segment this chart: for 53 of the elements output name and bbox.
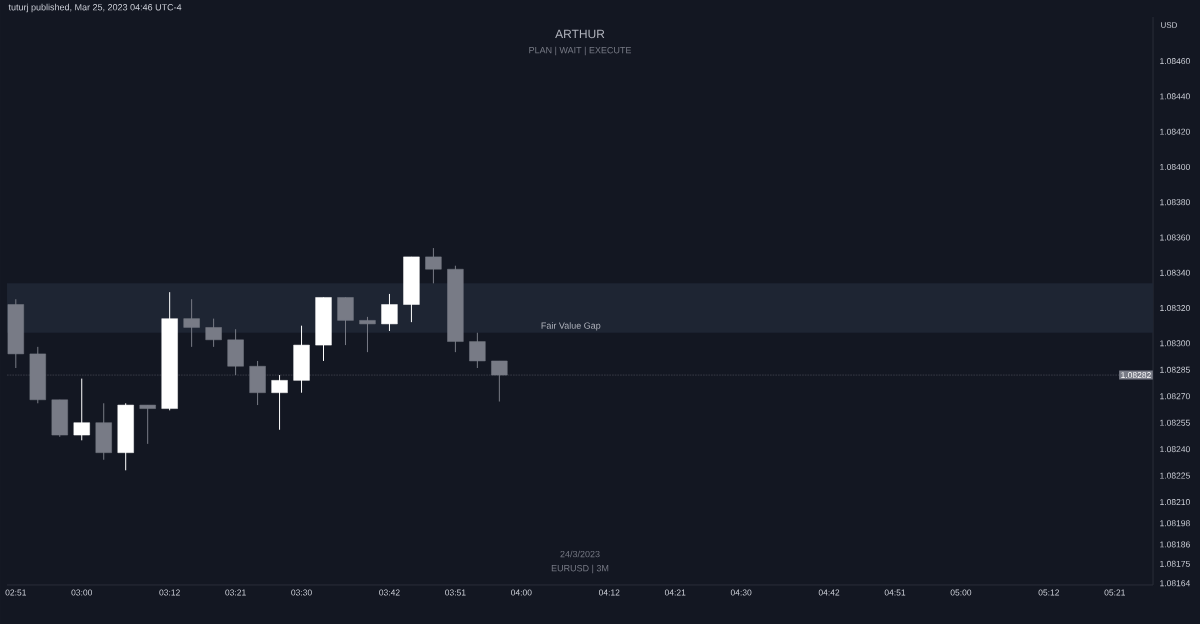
candlestick — [271, 374, 288, 431]
y-tick-label: 1.08320 — [1160, 305, 1190, 312]
y-tick-label: 1.08300 — [1160, 340, 1190, 347]
x-tick-label: 03:30 — [291, 589, 312, 596]
y-tick-label: 1.08186 — [1160, 541, 1190, 548]
y-tick-label: 1.08240 — [1160, 446, 1190, 453]
x-tick-label: 03:12 — [159, 589, 180, 596]
x-tick-label: 03:51 — [445, 589, 466, 596]
x-tick-label: 03:00 — [71, 589, 93, 596]
x-tick-label: 04:12 — [598, 589, 620, 596]
candlestick — [73, 378, 90, 441]
x-tick-label: 05:12 — [1038, 589, 1060, 596]
y-axis-title: USD — [1161, 22, 1178, 28]
candlestick — [205, 318, 222, 348]
x-tick-label: 04:42 — [818, 589, 840, 596]
text: tuturj published, Mar 25, 2023 04:46 UTC-4 — [8, 3, 182, 13]
x-tick-label: 04:00 — [511, 589, 532, 596]
annotation: EURUSD | 3M — [551, 564, 609, 574]
y-tick-label: 1.08164 — [1160, 580, 1191, 587]
ref-line-label: 1.08282 — [1121, 372, 1151, 379]
y-tick-label: 1.08210 — [1160, 499, 1190, 506]
y-tick-label: 1.08400 — [1160, 163, 1190, 170]
text: PLAN | WAIT | EXECUTE — [529, 46, 632, 56]
annotation: 24/3/2023 — [560, 550, 600, 558]
y-tick-label: 1.08285 — [1160, 366, 1190, 373]
x-tick-label: 03:21 — [225, 589, 246, 596]
band-label: Fair Value Gap — [541, 322, 601, 331]
candlestick — [425, 247, 442, 284]
y-tick-label: 1.08380 — [1160, 199, 1190, 206]
x-tick-label: 05:00 — [950, 589, 972, 596]
y-tick-label: 1.08270 — [1160, 393, 1190, 400]
candlestick — [337, 296, 354, 346]
x-tick-label: 04:21 — [664, 589, 686, 596]
y-tick-label: 1.08225 — [1160, 472, 1190, 479]
y-tick-label: 1.08460 — [1160, 58, 1190, 65]
candlestick — [381, 293, 398, 332]
text: ARTHUR — [555, 29, 605, 39]
candlestick — [359, 316, 376, 353]
y-tick-label: 1.08255 — [1160, 419, 1190, 426]
y-tick-label: 1.08340 — [1160, 269, 1190, 276]
y-tick-label: 1.08175 — [1160, 560, 1190, 567]
x-tick-label: 05:21 — [1104, 589, 1125, 596]
y-tick-label: 1.08420 — [1160, 128, 1190, 135]
y-tick-label: 1.08360 — [1160, 234, 1190, 241]
candlestick — [183, 298, 200, 348]
y-tick-label: 1.08440 — [1160, 93, 1190, 100]
x-tick-label: 03:42 — [379, 589, 400, 596]
x-tick-label: 02:51 — [5, 589, 27, 596]
y-tick-label: 1.08198 — [1160, 520, 1190, 527]
candlestick — [469, 332, 486, 369]
x-tick-label: 04:51 — [884, 589, 906, 596]
candlestick — [139, 404, 156, 445]
x-tick-label: 04:30 — [730, 589, 752, 596]
